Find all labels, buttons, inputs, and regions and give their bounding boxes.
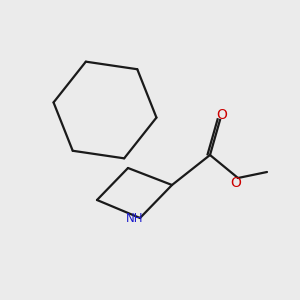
- Text: NH: NH: [126, 212, 144, 224]
- Text: O: O: [217, 108, 227, 122]
- Text: O: O: [231, 176, 242, 190]
